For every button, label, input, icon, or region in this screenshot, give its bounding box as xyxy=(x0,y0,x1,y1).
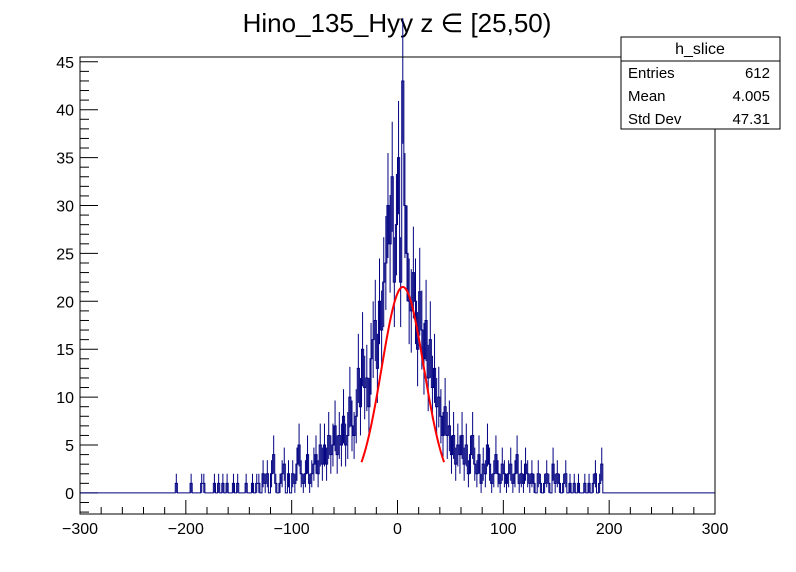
stats-label-mean: Mean xyxy=(628,88,666,105)
plot-frame xyxy=(79,56,716,515)
stats-value-stddev: 47.31 xyxy=(732,111,770,128)
x-tick-label: −300 xyxy=(62,521,98,538)
stats-label-stddev: Std Dev xyxy=(628,111,682,128)
y-tick-label: 40 xyxy=(56,103,74,120)
y-tick-label: 10 xyxy=(56,390,74,407)
y-axis: 0 5 10 15 20 25 30 35 40 45 xyxy=(56,55,98,513)
stats-value-entries: 612 xyxy=(745,65,770,82)
x-tick-label: 0 xyxy=(393,521,402,538)
y-tick-label: 35 xyxy=(56,151,74,168)
y-tick-label: 15 xyxy=(56,342,74,359)
x-axis: −300 −200 −100 0 100 200 300 xyxy=(62,500,728,538)
chart-title: Hino_135_Hyy z ∈ [25,50) xyxy=(243,8,552,38)
x-tick-label: 100 xyxy=(490,521,517,538)
x-tick-label: 200 xyxy=(596,521,623,538)
stats-title: h_slice xyxy=(675,41,725,58)
gaussian-fit-curve xyxy=(360,285,446,463)
y-tick-label: 20 xyxy=(56,294,74,311)
x-tick-label: 300 xyxy=(702,521,729,538)
x-tick-label: −100 xyxy=(274,521,310,538)
error-bars xyxy=(175,18,603,493)
histogram-series xyxy=(80,80,715,494)
stats-label-entries: Entries xyxy=(628,65,675,82)
y-tick-label: 30 xyxy=(56,199,74,216)
stats-box: h_slice Entries 612 Mean 4.005 Std Dev 4… xyxy=(620,36,781,130)
y-tick-label: 25 xyxy=(56,246,74,263)
y-tick-label: 5 xyxy=(65,438,74,455)
y-tick-label: 45 xyxy=(56,55,74,72)
stats-value-mean: 4.005 xyxy=(732,88,770,105)
histogram-outline xyxy=(80,80,715,494)
x-tick-label: −200 xyxy=(168,521,204,538)
y-tick-label: 0 xyxy=(65,486,74,503)
